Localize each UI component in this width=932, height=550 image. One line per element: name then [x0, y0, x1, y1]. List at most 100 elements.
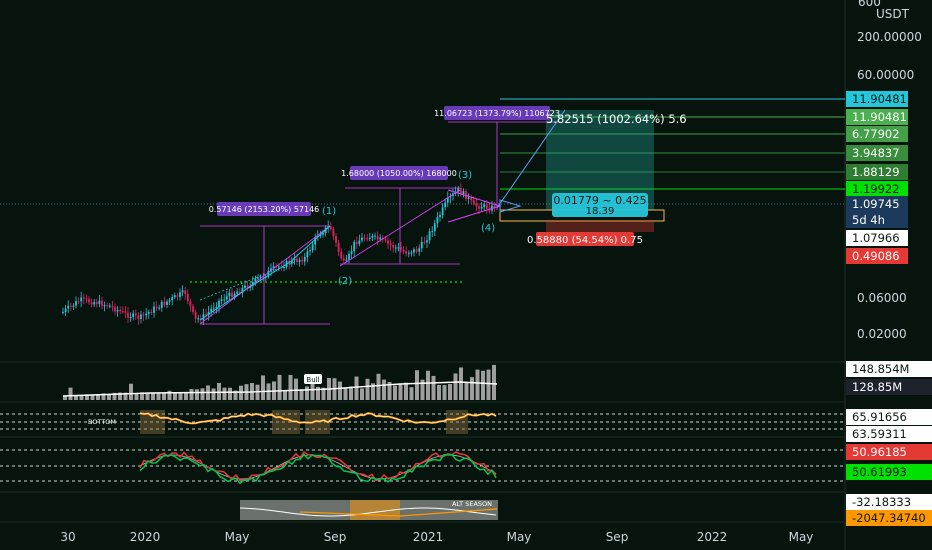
volume-bar	[79, 395, 84, 400]
osc2-tag-1: 50.61993	[852, 465, 907, 479]
candle-body	[246, 285, 249, 288]
price-tag-6: 1.09745	[852, 197, 900, 211]
candle-body	[342, 258, 345, 261]
candle-body	[277, 266, 280, 268]
candle-body	[397, 247, 400, 249]
candle-body	[108, 305, 111, 307]
annotation-box-7[interactable]	[536, 232, 634, 246]
candle-body	[493, 205, 496, 209]
price-tag-bg-9	[846, 248, 908, 264]
x-tick-0: 30	[60, 530, 75, 544]
candle-body	[176, 295, 179, 297]
candle-body	[215, 306, 218, 309]
volume-bar	[475, 369, 480, 400]
candle-body	[314, 237, 317, 245]
candle-body	[379, 237, 382, 240]
price-tag-8: 1.07966	[852, 231, 900, 245]
volume-bar	[233, 390, 238, 400]
candle-body	[306, 251, 309, 258]
volume-bar	[145, 393, 150, 400]
candle-body	[363, 237, 366, 239]
candle-body	[413, 249, 415, 253]
volume-bar	[63, 396, 67, 400]
price-tag-2: 6.77902	[852, 127, 900, 141]
volume-bar	[354, 376, 359, 400]
candle-body	[376, 235, 379, 240]
candle-body	[228, 292, 231, 297]
volume-bar	[239, 385, 243, 400]
candle-body	[137, 315, 140, 319]
candle-body	[283, 267, 285, 269]
candle-body	[129, 316, 132, 318]
candle-body	[400, 247, 402, 250]
candle-body	[270, 268, 272, 271]
volume-bar	[316, 386, 320, 400]
osc1-zone-3	[446, 410, 468, 434]
candle-body	[457, 187, 460, 192]
volume-bar	[338, 381, 342, 400]
volume-bar	[360, 388, 364, 400]
volume-bar	[189, 389, 194, 400]
annotation-box-3[interactable]	[217, 202, 311, 216]
volume-ma	[62, 381, 498, 397]
drawings[interactable]	[199, 109, 566, 325]
alt-season-marker: ALT SEASON	[452, 500, 492, 508]
candle-body	[90, 302, 93, 305]
candle-body	[64, 308, 67, 312]
price-tag-4: 1.88129	[852, 165, 900, 179]
price-tag-bg-2	[846, 126, 908, 142]
price-tag-5: 1.19922	[852, 182, 900, 196]
candle-body	[93, 302, 96, 305]
candle-body	[298, 259, 301, 262]
time-axis[interactable]: 30 2020 May Sep 2021 May Sep 2022 May	[60, 530, 813, 544]
candle-body	[225, 296, 228, 300]
annotation-label-5: 0.01779 ~ 0.425	[553, 194, 646, 207]
volume-bar	[112, 392, 117, 400]
annotation-label-7: 0.58880 (54.54%) 0.75	[527, 235, 643, 246]
candle-body	[384, 239, 387, 241]
candle-body	[293, 258, 296, 261]
annotation-label-2: 1.68000 (1050.00%) 168000	[341, 169, 457, 178]
oscillator-3-pane	[239, 500, 498, 520]
quote-unit: USDT	[876, 7, 910, 21]
volume-bar	[184, 391, 188, 400]
wave-label-4: (4)	[481, 223, 495, 234]
elliott-wave-a	[199, 225, 331, 321]
candle-body	[179, 292, 181, 297]
volume-bar	[90, 395, 95, 400]
price-tag-bg-8	[846, 230, 908, 246]
candle-body	[433, 223, 436, 231]
osc2-tag-0: 50.96185	[852, 445, 907, 459]
volume-bar	[118, 392, 122, 400]
osc1-tag-0: 65.91656	[852, 410, 907, 424]
candle-body	[168, 300, 171, 302]
candle-body	[480, 206, 483, 209]
candle-body	[439, 214, 441, 218]
candle-body	[259, 276, 262, 278]
volume-bar	[288, 375, 293, 400]
volume-bar	[420, 379, 425, 400]
projection-head	[499, 199, 522, 213]
candle-body	[231, 292, 233, 297]
candle-body	[420, 241, 423, 249]
x-tick-8: May	[789, 530, 814, 544]
osc2-tag-bg-1	[846, 464, 932, 480]
candle-body	[160, 301, 163, 308]
annotation-box-1[interactable]	[444, 106, 550, 120]
candle-body	[236, 291, 239, 294]
candle-body	[124, 311, 127, 313]
x-tick-6: Sep	[606, 530, 629, 544]
x-tick-5: May	[507, 530, 532, 544]
price-axis[interactable]: 600 USDT 200.00000 60.00000 0.06000 0.02…	[846, 0, 932, 526]
osc3-tag-bg-0	[846, 494, 932, 510]
annotation-label-6: 18.39	[586, 206, 615, 217]
osc3-tag-1: -2047.34740	[852, 511, 926, 525]
annotation-box-5[interactable]	[552, 193, 648, 217]
annotation-box-2[interactable]	[350, 166, 448, 180]
annotation-tags[interactable]: 11.06723 (1373.79%) 1106723 1.68000 (105…	[209, 106, 687, 246]
candle-body	[155, 306, 158, 309]
volume-bar	[453, 373, 458, 400]
volume-bar	[228, 387, 232, 400]
volume-bar	[492, 364, 496, 400]
